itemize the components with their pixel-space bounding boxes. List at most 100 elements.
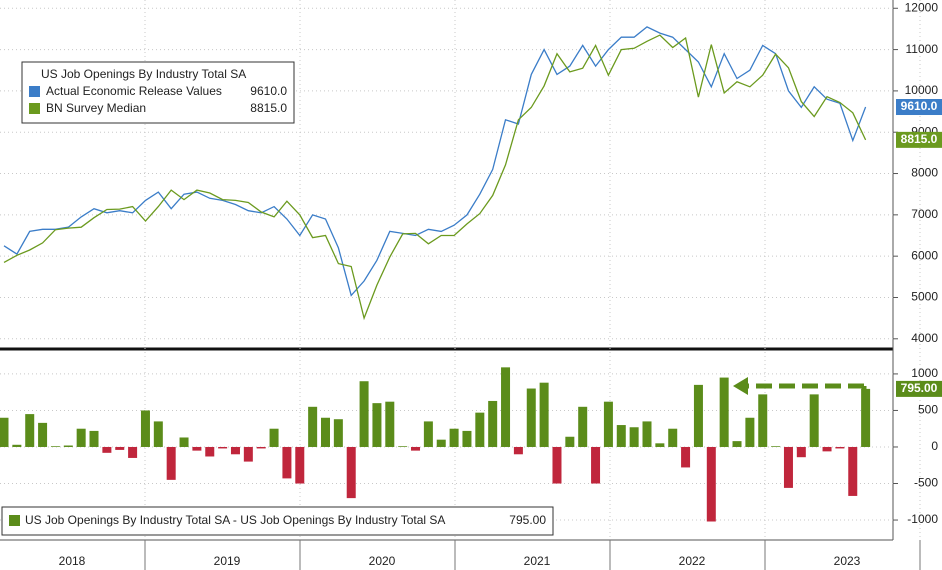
bar [861, 388, 871, 447]
bar [372, 403, 382, 447]
legend-box [1, 506, 554, 536]
bar [230, 446, 240, 455]
bar [449, 428, 459, 447]
bar [655, 443, 665, 447]
bar [526, 388, 536, 447]
x-tick-label: 2022 [679, 554, 706, 568]
bar [501, 367, 511, 447]
bar [835, 446, 845, 449]
last-value-tag [896, 99, 942, 116]
last-value-label: 9610.0 [901, 99, 938, 113]
legend-entry: Actual Economic Release Values [46, 84, 222, 98]
bar [565, 436, 575, 447]
legend-value: 795.00 [509, 513, 546, 527]
bar [578, 406, 588, 447]
bar [591, 446, 601, 484]
bar [50, 446, 60, 447]
bar [256, 446, 266, 449]
bar [140, 410, 150, 447]
bar [809, 394, 819, 447]
bar [732, 441, 742, 447]
bar [218, 446, 228, 449]
y-tick-label: 5000 [911, 290, 938, 304]
legend-swatch [9, 515, 20, 526]
bar [488, 400, 498, 447]
bar-legend: US Job Openings By Industry Total SA - U… [1, 506, 554, 536]
bar [822, 446, 832, 452]
bar [12, 444, 22, 447]
bar [25, 414, 35, 447]
legend: US Job Openings By Industry Total SA Act… [21, 61, 295, 124]
bar [848, 446, 858, 496]
x-tick-label: 2020 [369, 554, 396, 568]
legend-box [21, 61, 295, 124]
y-tick-label: -1000 [907, 512, 938, 526]
legend-swatch [29, 103, 40, 114]
bar [192, 446, 202, 451]
series-line [3, 26, 867, 297]
bar [539, 382, 549, 447]
bar [321, 417, 330, 447]
y-tick-label: 11000 [906, 42, 939, 56]
y-tick-label: 7000 [911, 207, 938, 221]
legend-title: US Job Openings By Industry Total SA [41, 67, 246, 81]
bar [63, 445, 73, 447]
y-tick-label: 4000 [911, 331, 938, 345]
bar [796, 446, 806, 458]
legend-value: 8815.0 [250, 101, 287, 115]
y-tick-label: 10000 [905, 83, 939, 97]
bar [153, 421, 163, 447]
x-tick-label: 2019 [214, 554, 241, 568]
bar [166, 446, 176, 480]
bar [38, 422, 48, 447]
last-value-label: 795.00 [901, 381, 938, 395]
bar [681, 446, 691, 468]
bar [706, 446, 716, 522]
bar [282, 446, 292, 479]
bar [719, 377, 729, 447]
y-tick-label: 0 [931, 439, 938, 453]
bar [269, 428, 279, 447]
bar [115, 446, 125, 450]
bar [205, 446, 215, 457]
bar [745, 417, 755, 447]
bar [179, 437, 189, 447]
bar [385, 401, 395, 447]
bar [513, 446, 523, 455]
bar [128, 446, 138, 458]
bar [475, 412, 485, 447]
bar [603, 401, 613, 447]
y-tick-label: 500 [918, 403, 938, 417]
bar [76, 428, 86, 447]
bar [616, 425, 626, 447]
bar [462, 430, 472, 447]
bar [411, 446, 421, 451]
last-value-label: 8815.0 [901, 132, 938, 146]
bar [398, 446, 408, 447]
bar [333, 419, 343, 447]
y-tick-label: 8000 [911, 166, 938, 180]
bar [89, 430, 99, 447]
x-tick-label: 2018 [59, 554, 86, 568]
bar [359, 381, 369, 447]
y-tick-label: -500 [914, 476, 938, 490]
bar [693, 384, 703, 447]
bar [758, 394, 768, 447]
bar [629, 427, 639, 447]
legend-entry: US Job Openings By Industry Total SA - U… [25, 513, 445, 527]
last-value-tag [896, 131, 942, 148]
y-tick-label: 6000 [911, 248, 938, 262]
bar [668, 428, 678, 447]
last-value-tag [896, 380, 942, 397]
legend-swatch [29, 86, 40, 97]
labels: 4000500060007000800090001000011000120009… [59, 0, 942, 568]
bar [102, 446, 112, 453]
bar [783, 446, 793, 488]
bar [423, 421, 433, 447]
y-tick-label: 12000 [905, 0, 939, 14]
marks [0, 26, 871, 522]
bar [552, 446, 562, 484]
annotation-arrowhead [733, 377, 748, 395]
x-tick-label: 2023 [834, 554, 861, 568]
